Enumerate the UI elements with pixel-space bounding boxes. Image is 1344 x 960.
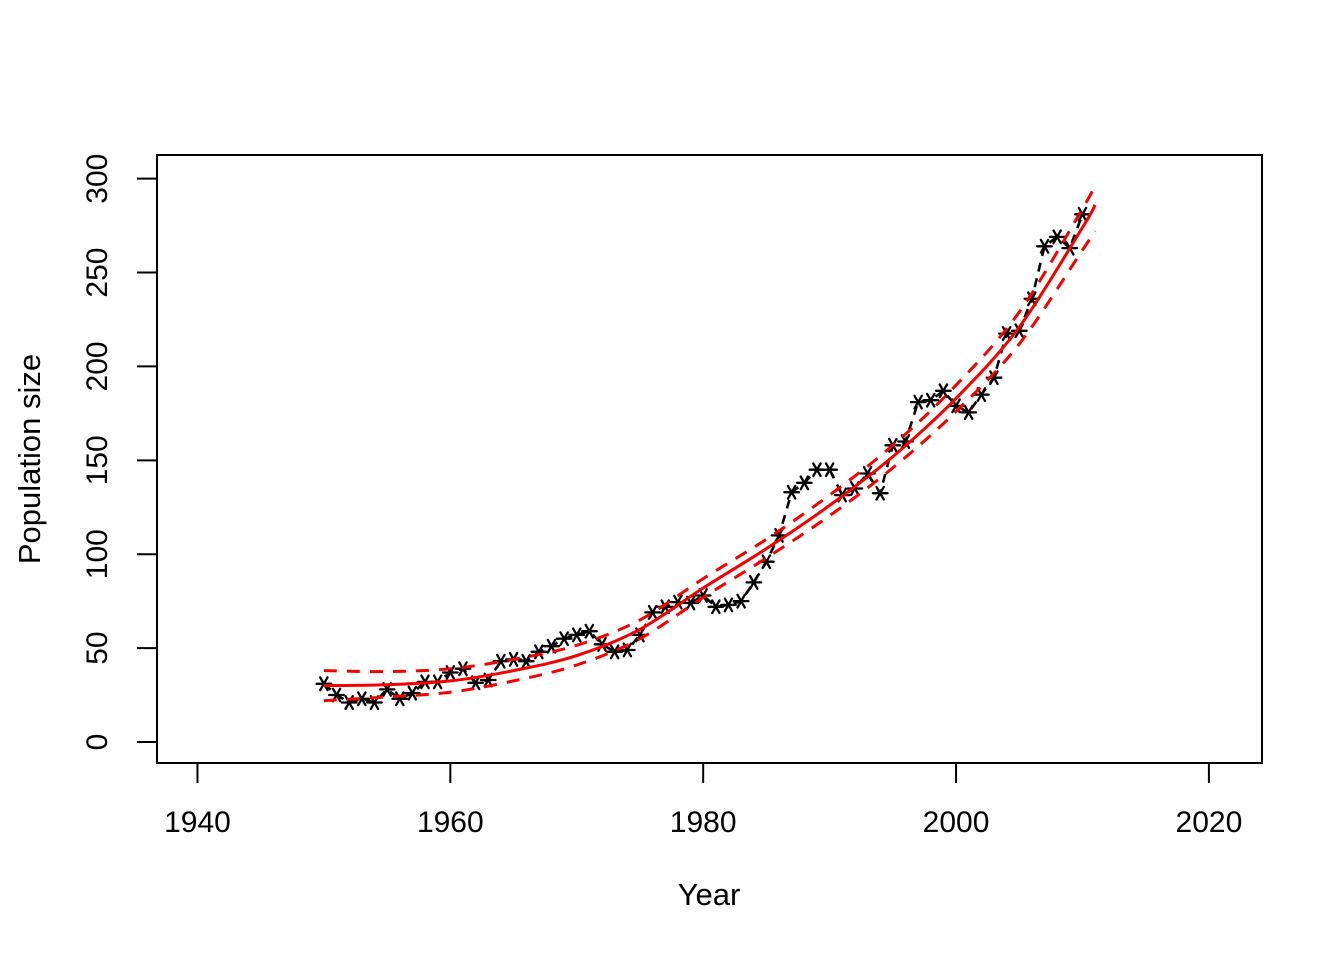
asterisk-stroke — [571, 627, 582, 643]
x-tick-label: 1940 — [164, 806, 231, 839]
asterisk-stroke — [445, 665, 456, 680]
data-line-path — [323, 213, 1084, 704]
asterisk-stroke — [761, 554, 772, 570]
data-point — [1036, 238, 1053, 254]
y-tick-label: 200 — [81, 341, 114, 391]
asterisk-stroke — [609, 644, 620, 660]
data-point — [821, 462, 839, 478]
data-point — [922, 392, 940, 408]
y-tick-label: 150 — [81, 435, 114, 485]
data-point — [644, 604, 662, 620]
asterisk-stroke — [521, 653, 531, 669]
x-axis: 1940 1960 1980 2000 2020 — [164, 764, 1242, 839]
asterisk-stroke — [559, 631, 569, 647]
x-tick-label: 1960 — [417, 806, 484, 839]
asterisk-stroke — [1077, 206, 1088, 222]
asterisk-stroke — [774, 527, 784, 543]
asterisk-stroke — [622, 642, 633, 658]
asterisk-stroke — [736, 593, 746, 609]
plot-frame — [156, 154, 1263, 764]
x-tick-label: 2020 — [1176, 806, 1243, 839]
data-point — [517, 653, 535, 669]
x-tick-label: 1980 — [670, 806, 737, 839]
data-point — [707, 599, 725, 615]
asterisk-stroke — [407, 685, 418, 701]
asterisk-stroke — [812, 462, 822, 478]
asterisk-stroke — [1014, 323, 1025, 339]
data-point — [795, 475, 813, 491]
asterisk-stroke — [824, 462, 835, 478]
asterisk-stroke — [685, 595, 696, 611]
asterisk-stroke — [913, 394, 923, 410]
y-axis: 0 50 100 150 200 250 300 — [81, 154, 156, 751]
y-axis-title: Population size — [12, 354, 47, 564]
asterisk-stroke — [1027, 291, 1037, 307]
data-point — [934, 383, 952, 399]
asterisk-stroke — [1001, 326, 1012, 342]
upper-band-path — [323, 183, 1097, 674]
data-point — [555, 631, 573, 647]
asterisk-stroke — [989, 370, 999, 386]
observed-data-line — [323, 213, 1084, 704]
data-point — [403, 685, 421, 701]
asterisk-stroke — [875, 485, 885, 501]
asterisk-stroke — [546, 638, 557, 654]
asterisk-stroke — [786, 484, 797, 500]
asterisk-stroke — [496, 653, 506, 669]
fitted-curve — [323, 204, 1097, 688]
data-point — [1010, 323, 1028, 339]
data-point — [871, 485, 889, 501]
y-tick-label: 250 — [81, 248, 114, 298]
y-tick-label: 300 — [81, 154, 114, 204]
asterisk-stroke — [357, 691, 367, 707]
y-tick-label: 100 — [81, 529, 114, 579]
observed-data-points — [315, 206, 1091, 711]
data-point — [606, 644, 624, 660]
data-point — [1048, 229, 1066, 245]
y-tick-label: 50 — [81, 631, 114, 664]
data-point — [909, 394, 927, 410]
asterisk-stroke — [925, 392, 936, 408]
x-tick-label: 2000 — [923, 806, 990, 839]
data-point — [783, 484, 801, 500]
fit-line-path — [323, 204, 1097, 688]
data-point — [720, 597, 737, 613]
data-point — [568, 627, 586, 643]
y-tick-label: 0 — [81, 734, 114, 751]
asterisk-stroke — [963, 404, 974, 420]
plot-box — [156, 154, 1263, 764]
asterisk-stroke — [584, 623, 595, 639]
asterisk-stroke — [900, 434, 911, 450]
asterisk-stroke — [723, 597, 734, 613]
asterisk-stroke — [951, 398, 961, 414]
x-axis-title: Year — [678, 877, 741, 912]
asterisk-stroke — [748, 574, 759, 590]
asterisk-stroke — [976, 387, 987, 403]
lower-band-path — [323, 230, 1097, 703]
asterisk-stroke — [1052, 229, 1062, 245]
data-point — [960, 404, 978, 420]
data-point — [732, 593, 750, 609]
data-point — [745, 574, 763, 590]
asterisk-stroke — [647, 604, 658, 620]
asterisk-stroke — [711, 599, 721, 615]
asterisk-stroke — [470, 675, 481, 691]
data-point — [580, 623, 598, 639]
confidence-band — [323, 183, 1097, 703]
asterisk-stroke — [799, 475, 810, 491]
asterisk-stroke — [1039, 238, 1050, 254]
data-point — [315, 676, 333, 692]
asterisk-stroke — [938, 383, 949, 399]
asterisk-stroke — [319, 676, 329, 692]
